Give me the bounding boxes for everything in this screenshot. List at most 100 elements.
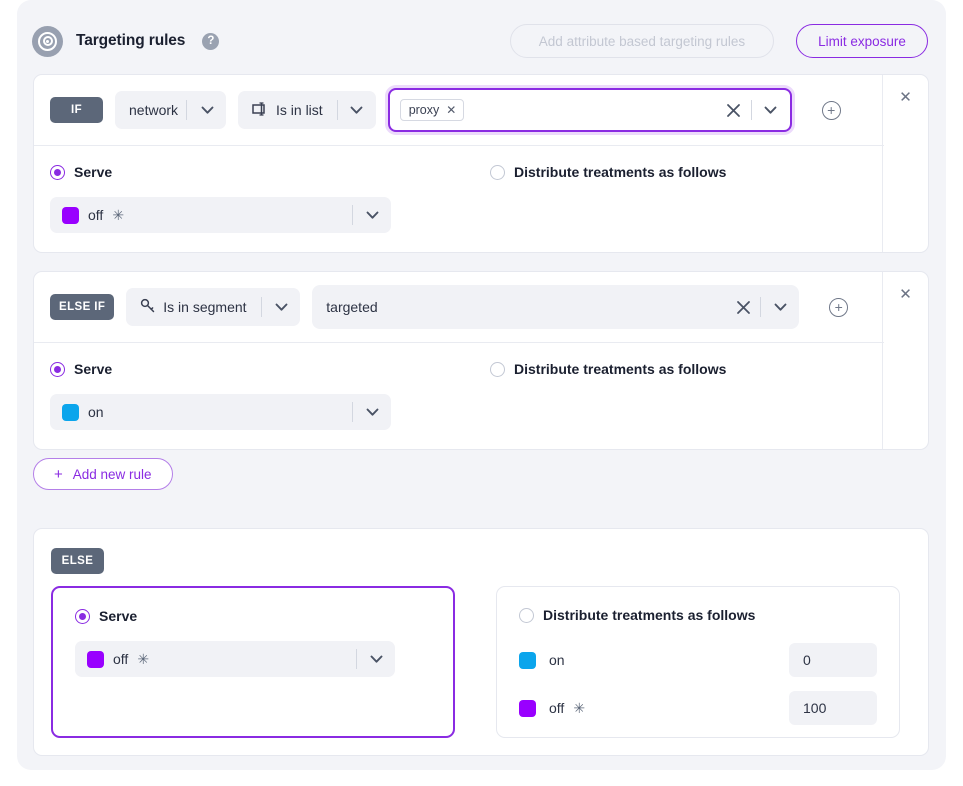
serve-radio[interactable] [75,608,90,624]
treatment-display: off ✳ [75,650,356,668]
operator-select[interactable]: Is in list [238,91,376,129]
attribute-value: network [129,102,179,118]
segment-select[interactable]: targeted [312,285,800,329]
clear-icon[interactable] [726,300,760,315]
treatment-color-swatch [62,403,79,421]
close-icon[interactable]: ✕ [899,89,912,106]
condition-row: ELSE IF Is in segment [34,272,884,343]
chevron-down-icon[interactable] [752,106,790,115]
else-distribute-panel[interactable]: Distribute treatments as follows on off [496,586,900,738]
treatment-select[interactable]: off ✳ [75,641,395,677]
clear-icon[interactable] [717,103,751,118]
rule-card: IF network [33,74,929,253]
serve-radio-option[interactable]: Serve [75,608,453,624]
distribute-label: Distribute treatments as follows [514,361,727,377]
distribute-radio-option[interactable]: Distribute treatments as follows [490,361,726,377]
treatment-name: on [88,404,104,420]
chip-remove-icon[interactable]: ✕ [446,103,457,117]
chevron-down-icon[interactable] [188,106,226,115]
divider [336,100,338,120]
treatment-color-swatch [62,206,79,224]
chevron-down-icon[interactable] [262,303,300,312]
targeting-rules-page: Targeting rules ? Add attribute based ta… [17,0,946,770]
distribution-rows: on off ✳ [519,640,899,728]
distribute-column: Distribute treatments as follows [490,361,726,377]
else-serve-panel[interactable]: Serve off ✳ [51,586,455,738]
operator-select[interactable]: Is in segment [126,288,301,326]
page-header: Targeting rules ? Add attribute based ta… [17,0,946,82]
treatment-name: off [113,651,129,667]
default-treatment-star-icon: ✳ [137,651,150,667]
rule-body: ELSE IF Is in segment [34,272,884,449]
key-icon [140,298,156,316]
treatment-display: off ✳ [50,206,352,224]
treatment-display: on [50,403,352,421]
distribution-percent-input[interactable] [789,691,877,725]
treatment-name: off [549,700,565,716]
distribution-row: off ✳ [519,688,899,728]
add-new-rule-label: Add new rule [72,466,152,482]
distribute-radio-option[interactable]: Distribute treatments as follows [519,607,899,623]
segment-value-wrap: targeted [312,299,726,315]
default-treatment-star-icon: ✳ [573,700,586,716]
divider [750,100,752,120]
treatment-color-swatch [87,650,104,668]
page-title: Targeting rules [76,32,186,49]
serve-radio[interactable] [50,361,65,377]
divider [260,297,262,317]
serve-label: Serve [99,608,138,624]
operator-label: Is in list [238,101,337,119]
distribute-radio-option[interactable]: Distribute treatments as follows [490,164,726,180]
divider [352,205,353,225]
default-treatment-star-icon: ✳ [112,207,125,223]
distribute-radio[interactable] [490,361,505,377]
add-attribute-rules-button[interactable]: Add attribute based targeting rules [510,24,774,58]
treatment-name-wrap: off ✳ [549,700,789,716]
close-icon[interactable]: ✕ [899,286,912,303]
distribute-radio[interactable] [490,164,505,180]
treatment-name-wrap: on [549,652,789,668]
distribute-label: Distribute treatments as follows [514,164,727,180]
add-condition-icon[interactable]: + [829,297,849,317]
serve-label: Serve [74,164,113,180]
plus-icon: + [54,465,63,483]
rule-badge-else-if: ELSE IF [50,294,115,320]
treatment-name: off [88,207,104,223]
rule-body: IF network [34,75,884,252]
else-rule-card: ELSE Serve off ✳ [33,528,929,756]
value-chip-label: proxy [408,103,440,117]
serve-radio[interactable] [50,164,65,180]
chevron-down-icon[interactable] [353,408,391,417]
serve-row: Serve on Distribute treatments as f [34,343,884,449]
divider [760,297,762,317]
distribute-label: Distribute treatments as follows [543,607,756,623]
serve-radio-option[interactable]: Serve [50,361,884,377]
attribute-select[interactable]: network [115,91,226,129]
distribute-radio[interactable] [519,607,534,623]
treatment-select[interactable]: off ✳ [50,197,391,233]
add-new-rule-button[interactable]: + Add new rule [33,458,173,490]
serve-radio-option[interactable]: Serve [50,164,884,180]
treatment-color-swatch [519,699,536,717]
value-multiselect[interactable]: proxy ✕ [387,88,792,132]
condition-row: IF network [34,75,884,146]
add-condition-icon[interactable]: + [821,100,841,120]
divider [352,402,353,422]
value-chip[interactable]: proxy ✕ [399,99,465,121]
value-chips: proxy ✕ [390,99,717,121]
operator-value: Is in segment [163,299,247,315]
help-icon[interactable]: ? [202,32,220,50]
limit-exposure-button[interactable]: Limit exposure [796,24,928,58]
divider [356,649,357,669]
target-icon [32,25,63,57]
serve-label: Serve [74,361,113,377]
chevron-down-icon[interactable] [338,106,376,115]
delete-rule-column: ✕ [882,272,928,449]
chevron-down-icon[interactable] [357,655,395,664]
chevron-down-icon[interactable] [353,211,391,220]
chevron-down-icon[interactable] [761,303,799,312]
rule-badge-if: IF [50,97,103,123]
treatment-select[interactable]: on [50,394,391,430]
else-distribute-inner: Distribute treatments as follows on off [497,587,899,728]
distribution-percent-input[interactable] [789,643,877,677]
